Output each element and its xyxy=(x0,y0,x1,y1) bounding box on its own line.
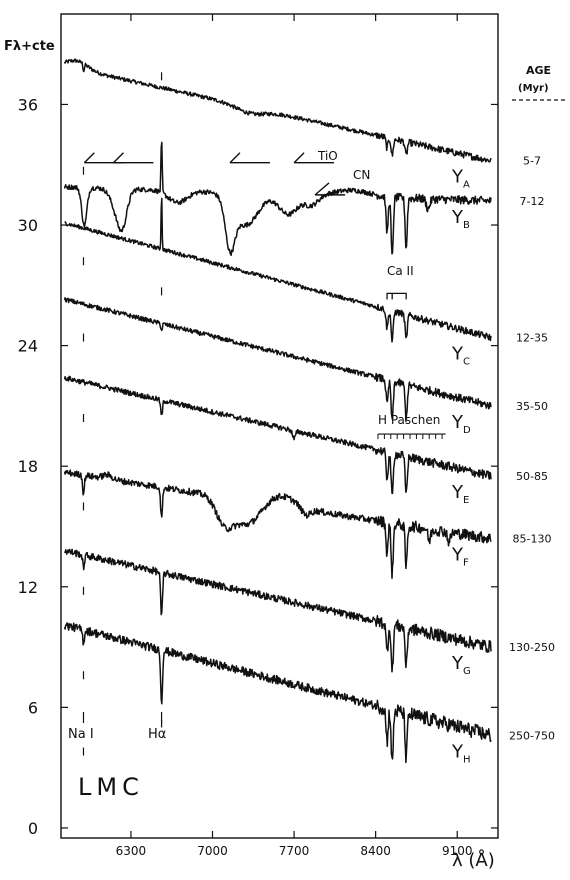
spectrum-line xyxy=(63,141,492,257)
label-paschen: H Paschen xyxy=(378,413,440,427)
series-label: YH xyxy=(451,742,471,766)
age-label: 7-12 xyxy=(520,195,545,208)
annotations xyxy=(82,72,446,756)
x-tick-label: 7000 xyxy=(197,844,228,858)
age-label: 5-7 xyxy=(523,155,541,168)
spectrum-line xyxy=(63,548,492,673)
age-label: 35-50 xyxy=(516,400,548,413)
series-label: YA xyxy=(451,167,470,191)
x-tick-label: 7700 xyxy=(279,844,310,858)
y-tick-label: 0 xyxy=(28,819,38,838)
spectrum-line xyxy=(63,469,492,580)
label-cn: CN xyxy=(353,168,370,182)
x-tick-label: 8400 xyxy=(360,844,391,858)
plot-frame xyxy=(60,13,499,839)
series-label: YE xyxy=(451,482,469,506)
spectra-series: YA 5-7 YB 7-12 YC 12-35 YD 35-50 YE 50-85 YF 85-130… xyxy=(63,58,555,766)
y-tick-label: 24 xyxy=(18,337,38,356)
cn-bandhead xyxy=(314,182,346,196)
x-axis-label: λ (Å) xyxy=(452,849,495,871)
spectrum-line xyxy=(63,375,492,495)
ca-bracket xyxy=(386,292,407,300)
age-label: 85-130 xyxy=(513,533,552,546)
series-label: YC xyxy=(451,344,470,368)
tio-bandhead xyxy=(112,152,154,164)
x-tick-label: 9100 xyxy=(442,844,473,858)
spectrum-line xyxy=(63,58,492,163)
x-tick-label: 6300 xyxy=(116,844,147,858)
age-label: 50-85 xyxy=(516,470,548,483)
series-label: YF xyxy=(451,545,469,569)
y-tick-label: 12 xyxy=(18,578,38,597)
tio-bandhead xyxy=(229,152,270,164)
spectrum-line xyxy=(63,297,492,422)
age-unit: (Myr) xyxy=(518,83,549,94)
y-tick-label: 6 xyxy=(28,698,38,717)
y-tick-label: 30 xyxy=(18,216,38,235)
age-label: 130-250 xyxy=(509,641,555,654)
spectrum-line xyxy=(64,197,492,343)
y-tick-label: 36 xyxy=(18,95,38,114)
label-na: Na I xyxy=(68,727,94,742)
spectrum-line xyxy=(63,622,492,764)
series-label: YB xyxy=(451,207,470,231)
label-ha: Hα xyxy=(148,727,166,742)
y-axis-label: Fλ+cte xyxy=(4,39,55,54)
age-label: 12-35 xyxy=(516,332,548,345)
tio-bandhead xyxy=(293,152,335,164)
age-header: AGE xyxy=(526,64,551,77)
series-label: YG xyxy=(451,653,471,677)
label-tio: TiO xyxy=(317,149,338,163)
label-ca: Ca II xyxy=(387,264,414,278)
y-tick-label: 18 xyxy=(18,457,38,476)
axes: 6300 7000 7700 8400 9100 0 6 12 18 24 30 36 xyxy=(18,14,498,858)
panel-label: LMC xyxy=(78,773,144,801)
series-label: YD xyxy=(451,412,471,436)
age-label: 250-750 xyxy=(509,730,555,743)
